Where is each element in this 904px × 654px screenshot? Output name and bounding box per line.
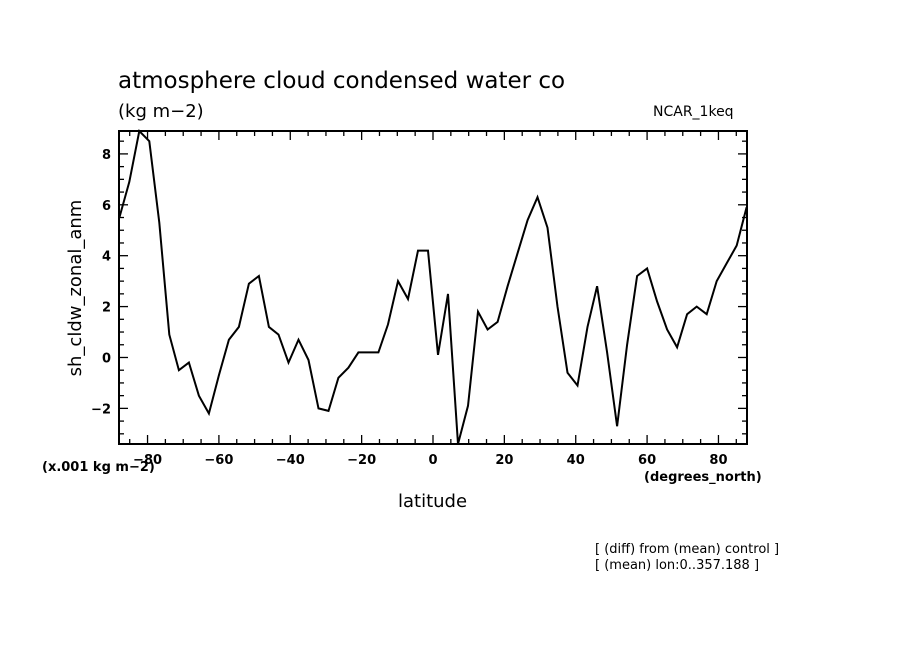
- x-tick-label: 60: [638, 453, 656, 468]
- x-tick-label: −20: [347, 453, 376, 468]
- x-tick-label: 80: [709, 453, 727, 468]
- annotation-mean: [ (mean) lon:0..357.188 ]: [595, 558, 760, 573]
- y-tick-label: 2: [102, 301, 111, 316]
- y-tick-label: 0: [102, 351, 111, 366]
- annotation-diff: [ (diff) from (mean) control ]: [595, 542, 780, 557]
- x-tick-label: −60: [204, 453, 233, 468]
- y-tick-label: −2: [91, 402, 111, 417]
- y-tick-label: 6: [102, 199, 111, 214]
- y-tick-label: 8: [102, 148, 111, 163]
- y-tick-label: 4: [102, 250, 111, 265]
- y-scale-note: (x.001 kg m−2): [42, 460, 155, 475]
- x-tick-label: 20: [495, 453, 513, 468]
- x-units-label: (degrees_north): [644, 470, 762, 485]
- x-tick-label: −40: [276, 453, 305, 468]
- x-tick-label: −80: [133, 453, 162, 468]
- x-axis-label: latitude: [398, 491, 468, 512]
- plot-frame: [118, 130, 748, 445]
- model-label: NCAR_1keq: [653, 104, 734, 120]
- units-label: (kg m−2): [118, 101, 204, 122]
- series-line: [118, 128, 748, 445]
- chart-title: atmosphere cloud condensed water co: [118, 68, 566, 94]
- x-tick-label: 40: [567, 453, 585, 468]
- x-tick-label: 0: [428, 453, 437, 468]
